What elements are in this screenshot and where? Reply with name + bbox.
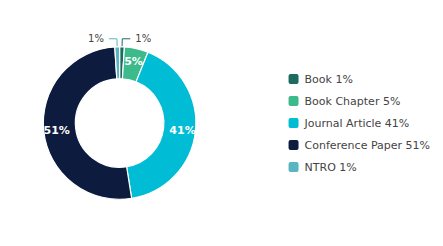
svg-text:Conference Paper 51%: Conference Paper 51% [305,139,430,152]
svg-text:5%: 5% [124,55,143,68]
svg-text:Book 1%: Book 1% [305,73,353,86]
svg-text:NTRO 1%: NTRO 1% [305,161,357,174]
svg-text:41%: 41% [169,124,195,137]
svg-text:1%: 1% [135,33,151,44]
svg-text:51%: 51% [44,124,70,137]
svg-text:Journal Article 41%: Journal Article 41% [304,117,410,130]
svg-text:1%: 1% [88,33,104,44]
svg-text:Book Chapter 5%: Book Chapter 5% [305,95,401,108]
